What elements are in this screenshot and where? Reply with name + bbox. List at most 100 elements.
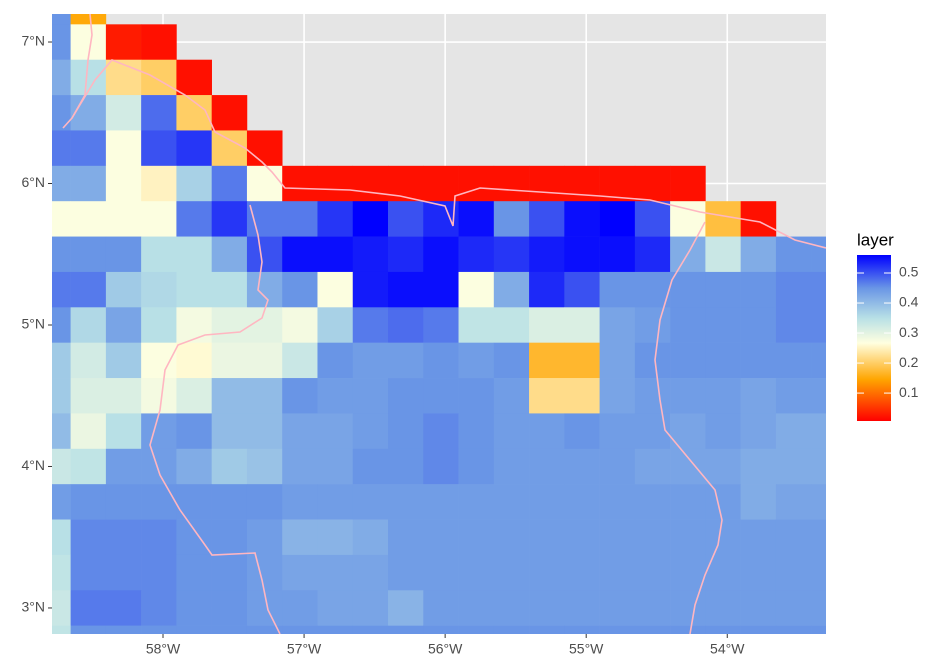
cell (423, 484, 459, 520)
cell (176, 165, 212, 202)
cell (775, 236, 812, 273)
cell (246, 554, 283, 591)
legend-label: 0.2 (899, 354, 919, 370)
cell (388, 307, 424, 343)
cell (493, 484, 530, 520)
cell (564, 271, 600, 308)
cell (811, 625, 826, 634)
cell (211, 413, 248, 450)
cell (176, 590, 212, 626)
cell (493, 165, 530, 202)
cell (705, 342, 741, 379)
cell (52, 554, 71, 591)
cell (705, 307, 741, 343)
cell (141, 519, 177, 556)
cell (352, 625, 389, 634)
cell (52, 307, 71, 343)
cell (211, 307, 248, 343)
cell (282, 201, 318, 237)
cell (564, 413, 600, 450)
cell (52, 271, 71, 308)
cell (458, 448, 495, 485)
cell (141, 448, 177, 485)
cell (52, 130, 71, 167)
cell (317, 590, 354, 626)
cell (740, 307, 777, 343)
cell (70, 590, 107, 626)
axes: 58°W 57°W 56°W 55°W 54°W 3°N 4°N 5°N 6°N 7°N (22, 33, 746, 657)
cell (211, 378, 248, 414)
legend-title: layer (857, 230, 894, 249)
cell (282, 271, 318, 308)
cell (352, 271, 389, 308)
cell (282, 448, 318, 485)
cell (70, 95, 107, 131)
cell (811, 554, 826, 591)
cell (317, 165, 354, 202)
cell (740, 448, 777, 485)
cell (670, 165, 706, 202)
cell (176, 448, 212, 485)
cell (141, 201, 177, 237)
cell (705, 378, 741, 414)
cell (599, 519, 636, 556)
cell (176, 130, 212, 167)
cell (176, 554, 212, 591)
cell (775, 554, 812, 591)
cell (388, 590, 424, 626)
cell (634, 236, 671, 273)
cell (599, 307, 636, 343)
cell (423, 342, 459, 379)
cell (141, 413, 177, 450)
cell (352, 484, 389, 520)
cell (70, 554, 107, 591)
cell (282, 378, 318, 414)
cell (388, 413, 424, 450)
cell (670, 448, 706, 485)
cell (634, 590, 671, 626)
x-tick-label: 57°W (287, 641, 322, 657)
cell (70, 625, 107, 634)
cell (670, 378, 706, 414)
cell (599, 554, 636, 591)
cell (52, 342, 71, 379)
cell (529, 307, 565, 343)
x-tick-label: 58°W (146, 641, 181, 657)
cell (529, 413, 565, 450)
cell (282, 590, 318, 626)
cell (246, 236, 283, 273)
cell (105, 413, 142, 450)
cell (599, 236, 636, 273)
cell (458, 625, 495, 634)
cell (352, 413, 389, 450)
cell (317, 378, 354, 414)
cell (493, 342, 530, 379)
cell (599, 590, 636, 626)
legend-label: 0.4 (899, 294, 919, 310)
cell (529, 201, 565, 237)
cell (775, 342, 812, 379)
cell (246, 307, 283, 343)
cell (529, 271, 565, 308)
cell (141, 236, 177, 273)
cell (388, 201, 424, 237)
cell (670, 625, 706, 634)
cell (211, 95, 248, 131)
cell (141, 95, 177, 131)
cell (423, 625, 459, 634)
cell (246, 378, 283, 414)
cell (388, 271, 424, 308)
cell (70, 484, 107, 520)
cell (211, 625, 248, 634)
cell (352, 342, 389, 379)
legend: layer 0.1 0.2 0.3 0.4 0.5 (857, 230, 919, 421)
cell (52, 59, 71, 96)
cell (105, 590, 142, 626)
cell (423, 378, 459, 414)
cell (599, 413, 636, 450)
cell (811, 307, 826, 343)
cell (282, 165, 318, 202)
cell (670, 307, 706, 343)
cell (634, 519, 671, 556)
